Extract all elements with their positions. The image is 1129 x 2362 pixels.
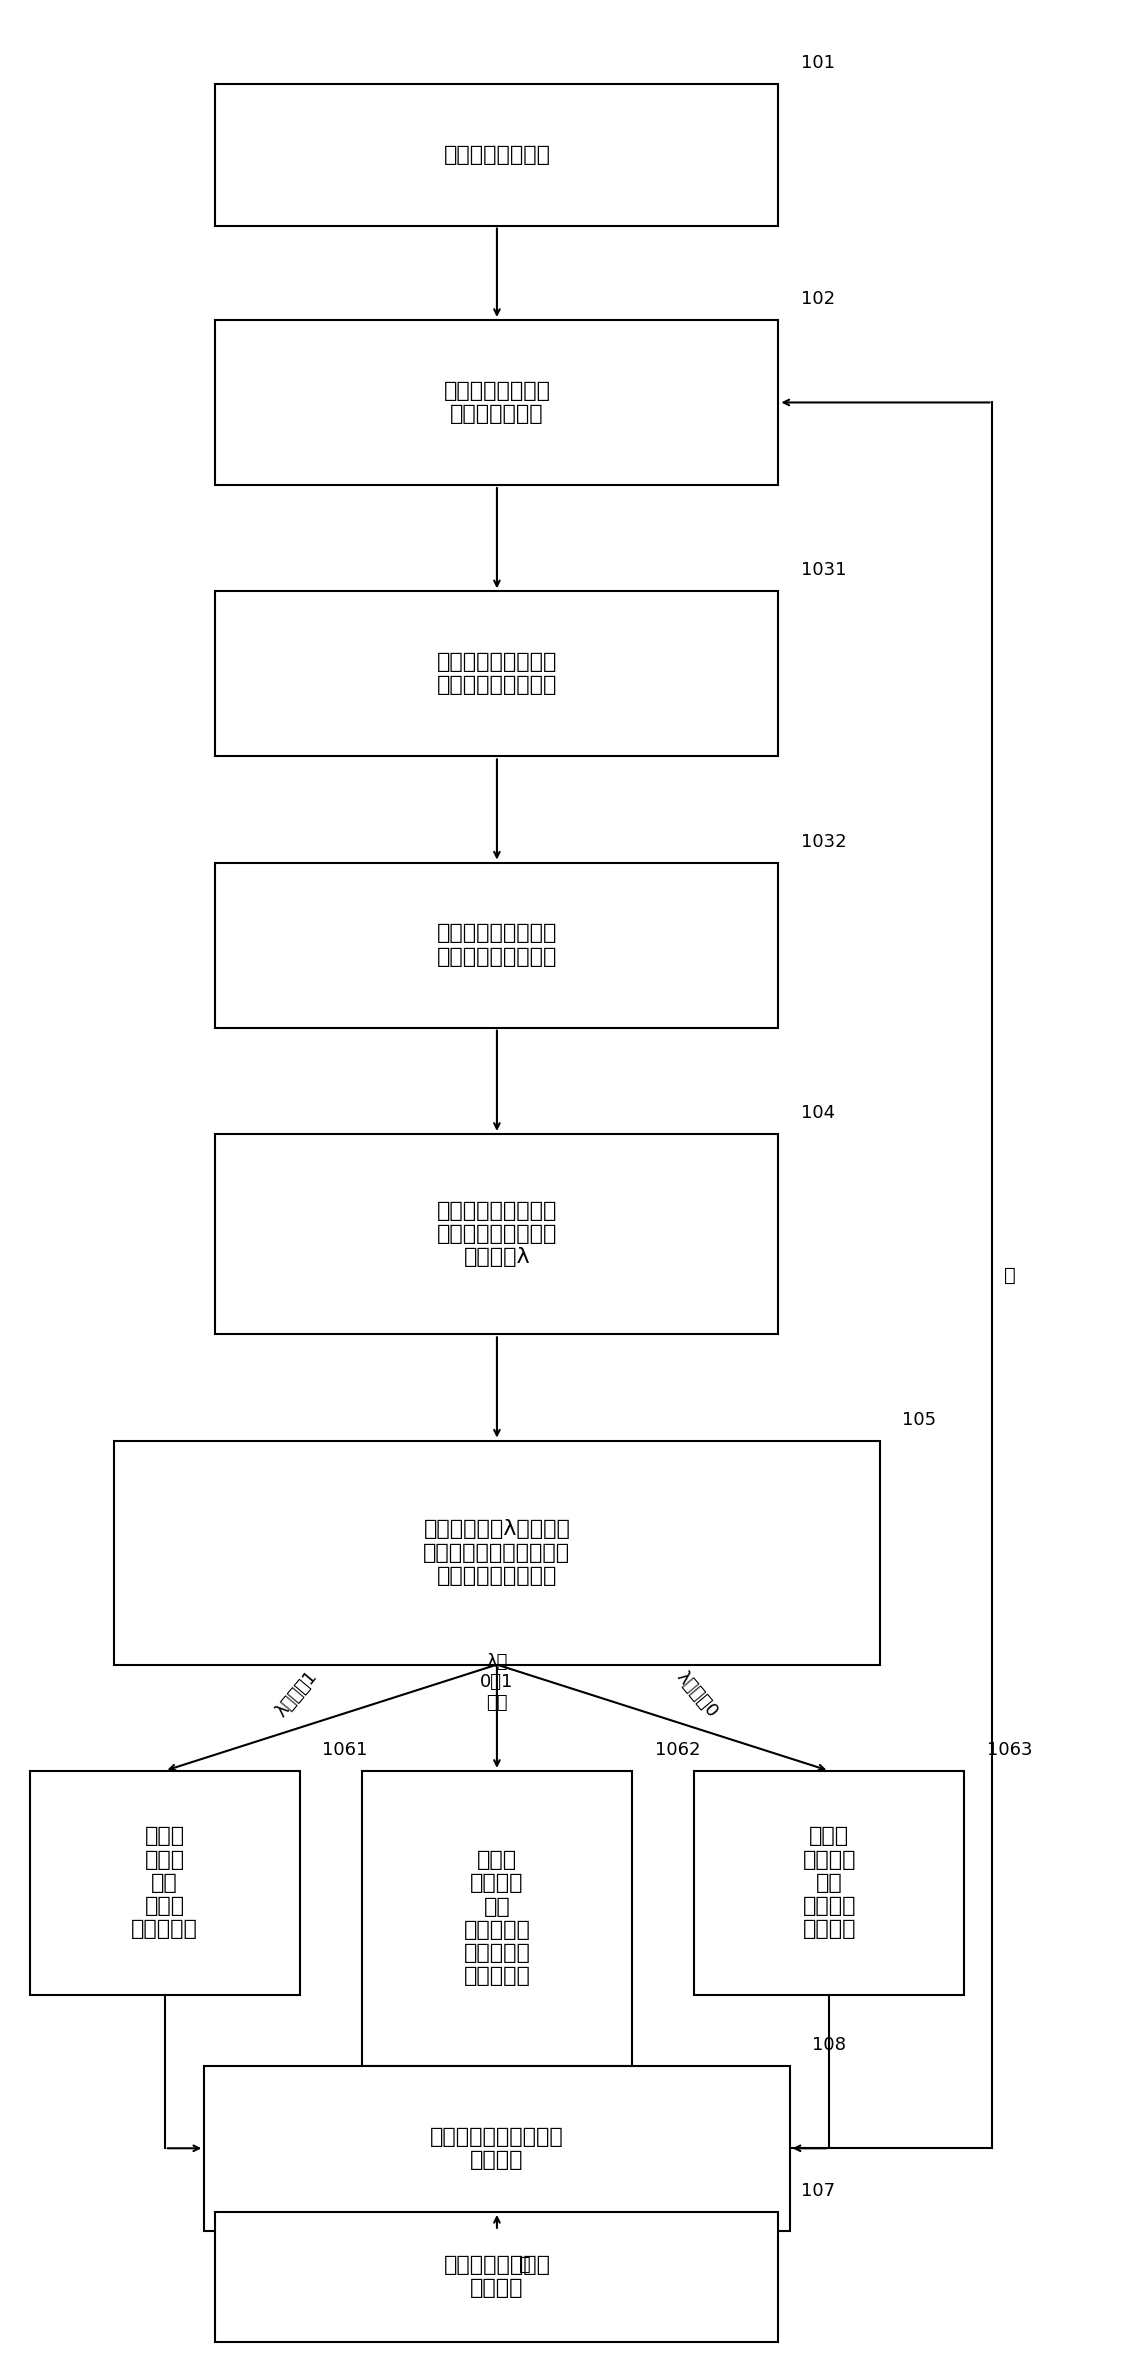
FancyBboxPatch shape [216,2211,779,2341]
FancyBboxPatch shape [29,1772,300,1996]
FancyBboxPatch shape [216,862,779,1027]
FancyBboxPatch shape [216,1134,779,1335]
Text: 邻域为
非边缘区
进行
各向同性
平滑滤波: 邻域为 非边缘区 进行 各向同性 平滑滤波 [803,1826,856,1939]
Text: 101: 101 [800,54,835,73]
Text: λ在
0与1
之间: λ在 0与1 之间 [480,1653,514,1712]
FancyBboxPatch shape [361,1772,632,2067]
Text: λ趋近于1: λ趋近于1 [273,1668,322,1720]
Text: 否: 否 [1004,1266,1015,1285]
Text: 输出处理后的超声
图像数据: 输出处理后的超声 图像数据 [444,2256,551,2298]
FancyBboxPatch shape [114,1441,879,1665]
Text: 105: 105 [902,1410,936,1429]
Text: 1031: 1031 [800,562,847,579]
Text: 以各个像素点为中
心选取一个邻域: 以各个像素点为中 心选取一个邻域 [444,380,551,425]
Text: λ趋近于0: λ趋近于0 [673,1668,721,1720]
Text: 1063: 1063 [987,1741,1032,1760]
Text: 判断是否处理完每一个
像素点？: 判断是否处理完每一个 像素点？ [430,2126,563,2171]
Text: 104: 104 [800,1103,835,1122]
Text: 108: 108 [812,2036,847,2055]
Text: 102: 102 [800,291,835,307]
Text: 邻域为
边缘区
进行
增强型
方向性滤波: 邻域为 边缘区 进行 增强型 方向性滤波 [131,1826,198,1939]
Text: 读取超声图像数据: 读取超声图像数据 [444,144,551,165]
Text: 107: 107 [800,2182,835,2199]
FancyBboxPatch shape [216,319,779,484]
FancyBboxPatch shape [694,1772,964,1996]
FancyBboxPatch shape [216,590,779,756]
Text: 根据判别因子λ分别区分
出像素点邻域为边缘区、
非边缘区和半边缘区: 根据判别因子λ分别区分 出像素点邻域为边缘区、 非边缘区和半边缘区 [423,1519,570,1585]
FancyBboxPatch shape [204,2067,790,2230]
Text: 1061: 1061 [323,1741,368,1760]
Text: 计算出各个方差均值
比的最大值和最小值: 计算出各个方差均值 比的最大值和最小值 [437,924,557,966]
Text: 1032: 1032 [800,834,847,850]
FancyBboxPatch shape [216,85,779,224]
Text: 是: 是 [519,2253,532,2275]
Text: 计算邻域内像素点四
个方向的方差均值比: 计算邻域内像素点四 个方向的方差均值比 [437,652,557,694]
Text: 根据方差均值比的最
大值和最小值计算出
判别因子λ: 根据方差均值比的最 大值和最小值计算出 判别因子λ [437,1200,557,1268]
Text: 1062: 1062 [655,1741,700,1760]
Text: 邻域为
半边缘区
进行
方向性滤波
方向性增强
并加权平均: 邻域为 半边缘区 进行 方向性滤波 方向性增强 并加权平均 [464,1849,531,1986]
